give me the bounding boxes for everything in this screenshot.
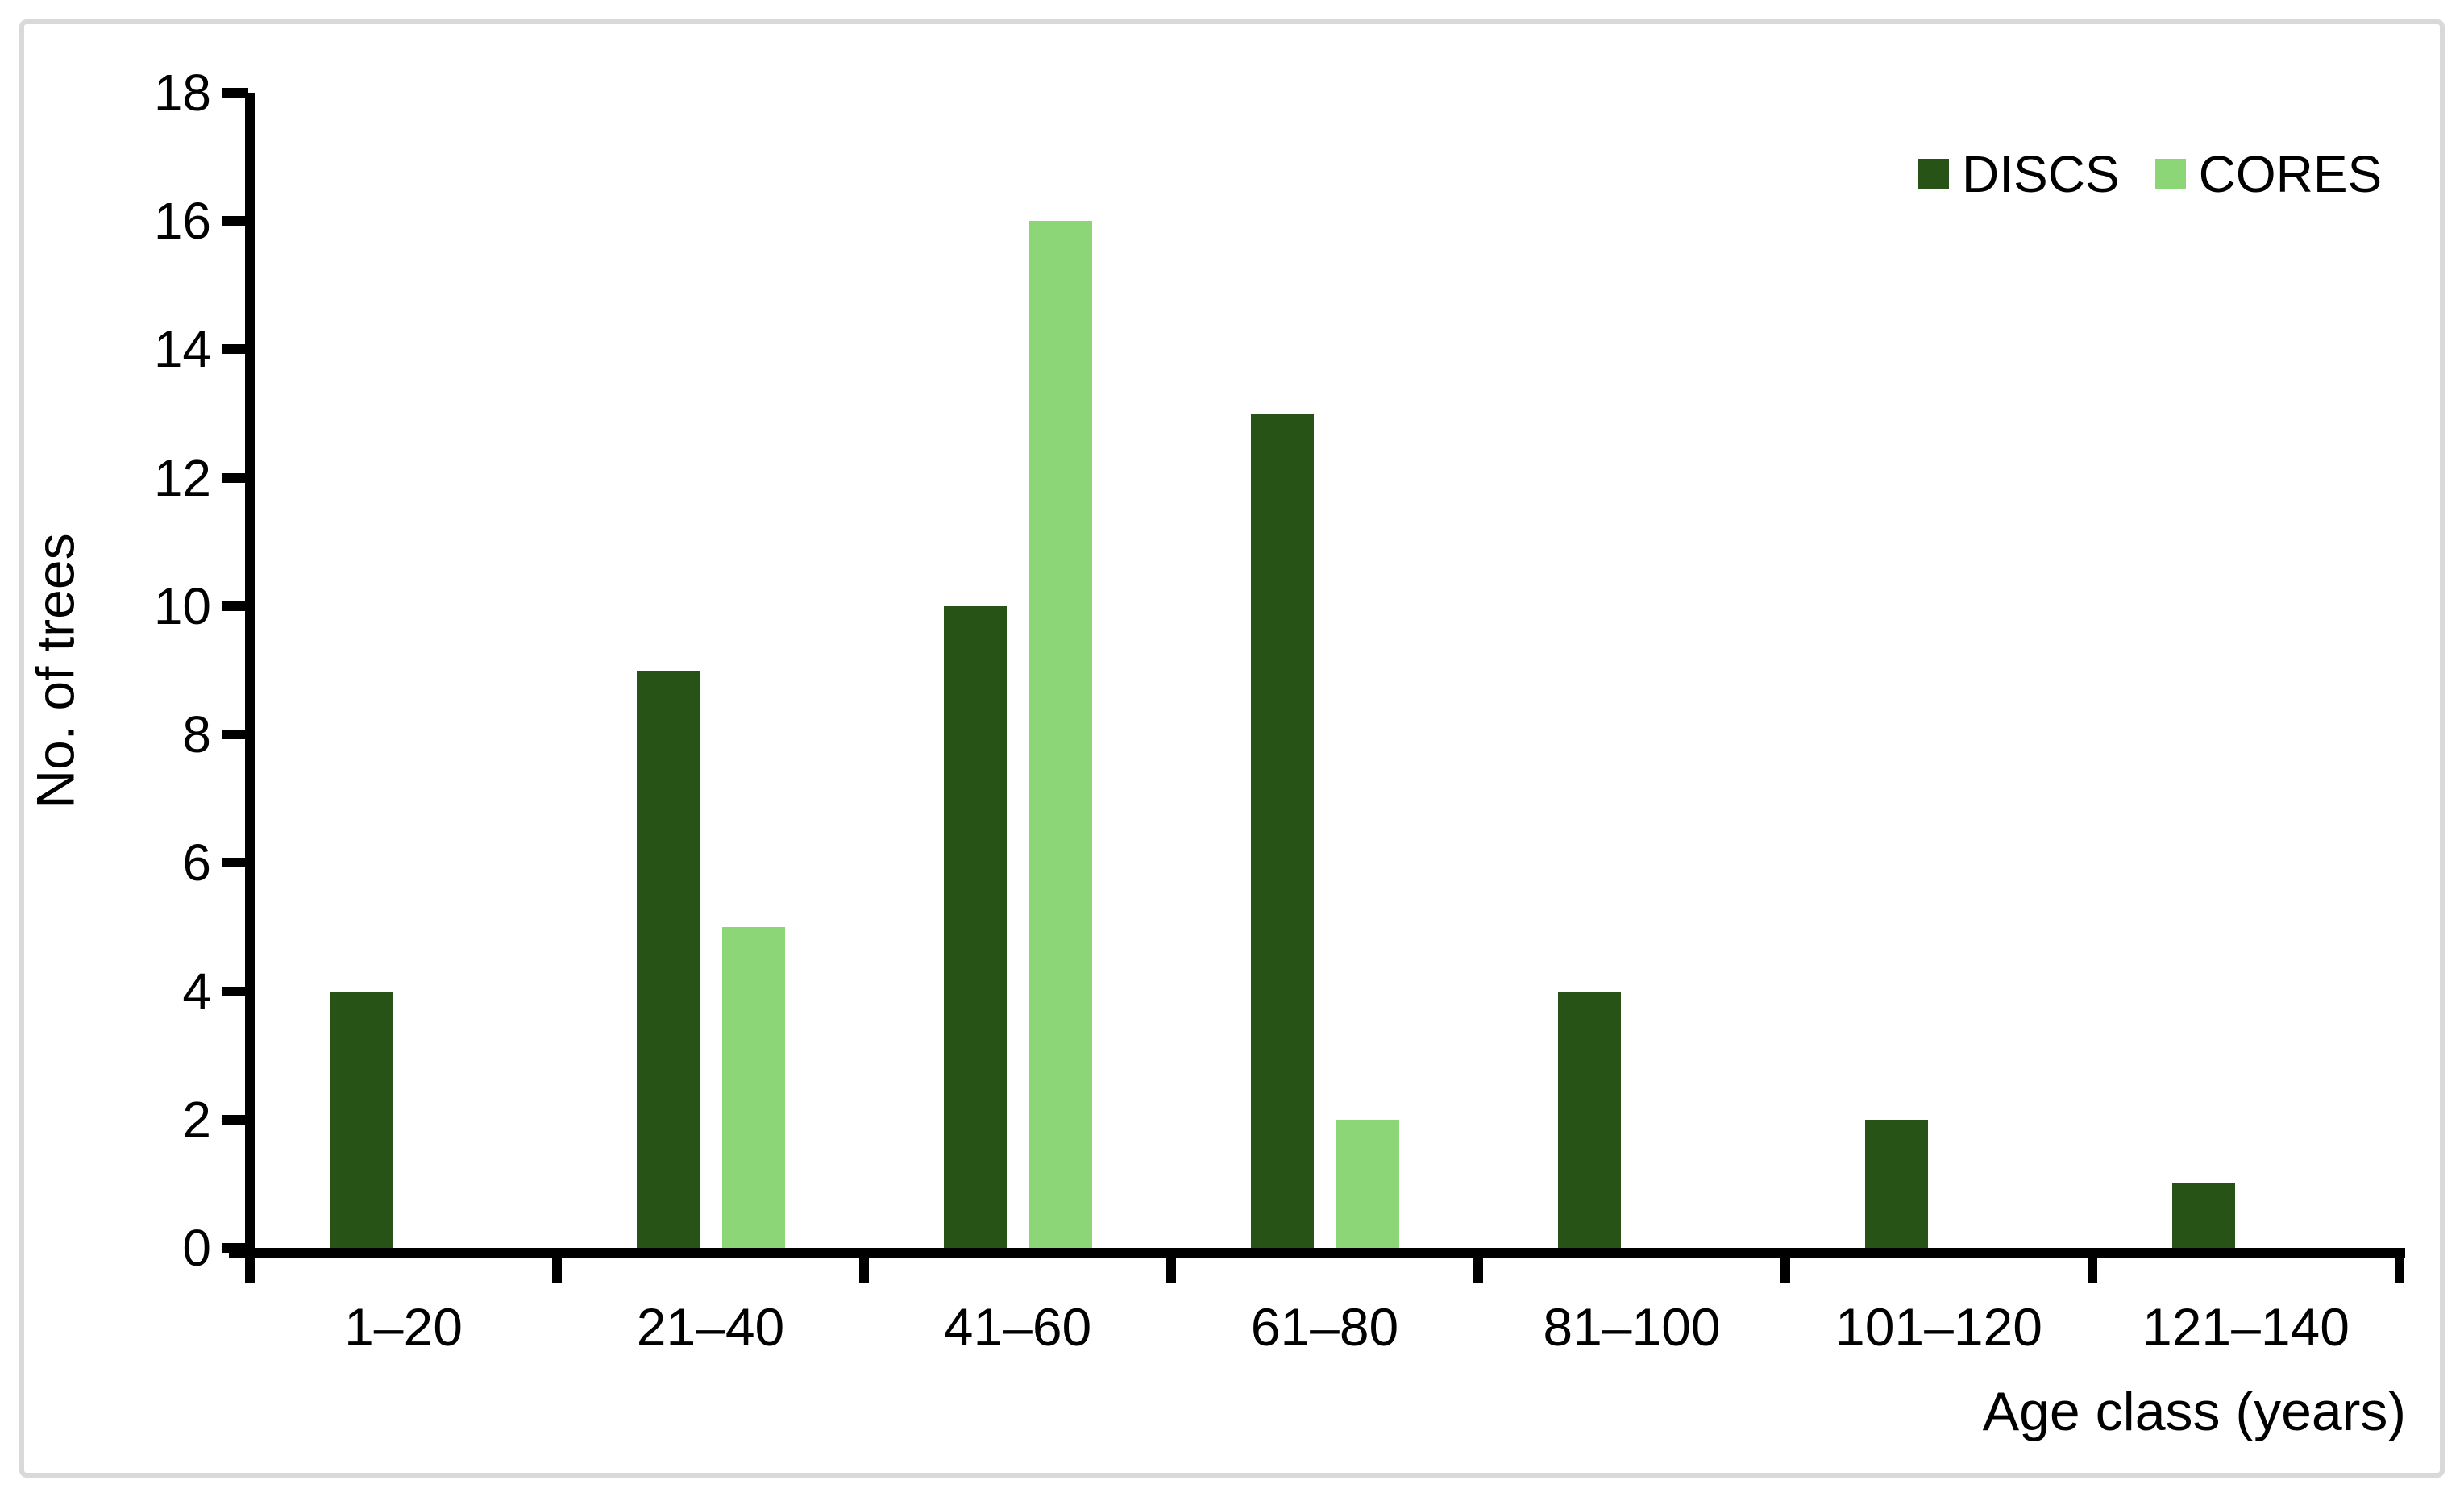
bar-discs-81–100 bbox=[1557, 991, 1621, 1248]
y-tick-16 bbox=[222, 216, 248, 227]
y-tick-12 bbox=[222, 472, 248, 483]
y-axis-title-text: No. of trees bbox=[26, 532, 85, 809]
x-label-41–60: 41–60 bbox=[943, 1297, 1092, 1357]
y-tick-8 bbox=[222, 730, 248, 740]
legend-swatch-cores bbox=[2154, 159, 2186, 189]
figure-frame bbox=[19, 19, 2445, 1478]
y-tick-label-12: 12 bbox=[153, 448, 211, 507]
x-label-61–80: 61–80 bbox=[1250, 1297, 1399, 1357]
legend-item-cores: CORES bbox=[2154, 145, 2383, 203]
x-axis bbox=[229, 1248, 2405, 1258]
y-tick-label-4: 4 bbox=[182, 962, 211, 1021]
bar-group-121–140 bbox=[2092, 93, 2400, 1248]
x-tick-0 bbox=[245, 1250, 255, 1283]
legend: DISCS CORES bbox=[1918, 148, 2382, 200]
x-tick-2 bbox=[859, 1250, 869, 1283]
y-tick-label-0: 0 bbox=[182, 1219, 211, 1277]
x-axis-title: Age class (years) bbox=[1982, 1381, 2406, 1442]
legend-label-cores: CORES bbox=[2198, 145, 2383, 203]
y-tick-14 bbox=[222, 344, 248, 355]
y-tick-6 bbox=[222, 858, 248, 868]
bar-cores-61–80 bbox=[1336, 1119, 1399, 1248]
x-label-1–20: 1–20 bbox=[344, 1297, 463, 1357]
y-tick-4 bbox=[222, 986, 248, 996]
x-tick-7 bbox=[2395, 1250, 2404, 1283]
x-tick-4 bbox=[1473, 1250, 1483, 1283]
x-label-121–140: 121–140 bbox=[2142, 1297, 2350, 1357]
y-axis-title: No. of trees bbox=[26, 93, 85, 1248]
plot-area bbox=[250, 93, 2400, 1248]
y-tick-label-2: 2 bbox=[182, 1090, 211, 1149]
bar-discs-1–20 bbox=[329, 991, 393, 1248]
legend-item-discs: DISCS bbox=[1918, 148, 2120, 200]
bar-discs-21–40 bbox=[636, 670, 700, 1248]
x-label-81–100: 81–100 bbox=[1543, 1297, 1721, 1357]
y-tick-18 bbox=[222, 88, 248, 98]
bar-cores-41–60 bbox=[1028, 221, 1092, 1248]
y-tick-label-6: 6 bbox=[182, 834, 211, 892]
x-axis-labels: 1–20 21–40 41–60 61–80 81–100 101–120 121–140 bbox=[250, 1296, 2400, 1358]
bar-group-61–80 bbox=[1171, 93, 1478, 1248]
bar-discs-121–140 bbox=[2171, 1183, 2235, 1248]
y-tick-10 bbox=[222, 601, 248, 611]
y-tick-label-18: 18 bbox=[153, 64, 211, 122]
y-tick-2 bbox=[222, 1114, 248, 1125]
x-tick-5 bbox=[1780, 1250, 1790, 1283]
legend-label-discs: DISCS bbox=[1962, 145, 2120, 203]
y-tick-0 bbox=[222, 1243, 248, 1253]
y-axis bbox=[245, 93, 255, 1258]
bar-group-1–20 bbox=[250, 93, 557, 1248]
bar-cores-21–40 bbox=[721, 926, 785, 1248]
bar-discs-41–60 bbox=[943, 605, 1007, 1248]
bar-group-21–40 bbox=[557, 93, 864, 1248]
y-tick-label-16: 16 bbox=[153, 192, 211, 251]
y-tick-label-14: 14 bbox=[153, 320, 211, 379]
x-tick-6 bbox=[2088, 1250, 2097, 1283]
x-tick-1 bbox=[552, 1250, 562, 1283]
x-label-101–120: 101–120 bbox=[1835, 1297, 2042, 1357]
bar-group-81–100 bbox=[1478, 93, 1785, 1248]
bar-discs-101–120 bbox=[1864, 1119, 1928, 1248]
legend-swatch-discs bbox=[1918, 159, 1949, 189]
x-label-21–40: 21–40 bbox=[636, 1297, 785, 1357]
bar-group-41–60 bbox=[864, 93, 1171, 1248]
x-tick-3 bbox=[1166, 1250, 1176, 1283]
bar-group-101–120 bbox=[1785, 93, 2092, 1248]
bar-discs-61–80 bbox=[1250, 414, 1314, 1248]
y-tick-label-8: 8 bbox=[182, 705, 211, 764]
y-tick-label-10: 10 bbox=[153, 576, 211, 635]
